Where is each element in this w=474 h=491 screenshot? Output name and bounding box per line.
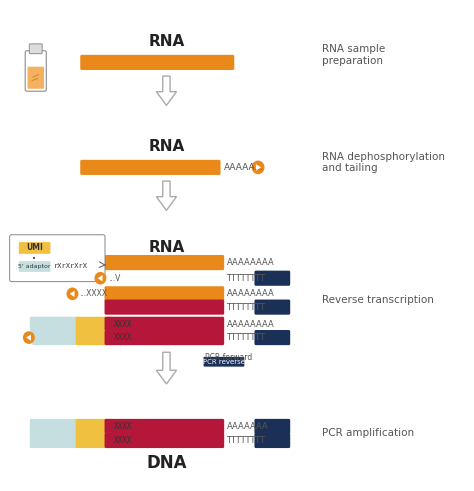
Text: RNA: RNA <box>148 241 184 255</box>
Text: PCR forward: PCR forward <box>205 353 253 362</box>
FancyBboxPatch shape <box>76 433 113 448</box>
Text: XXXX: XXXX <box>114 333 132 342</box>
Text: 5' adaptor: 5' adaptor <box>18 264 51 269</box>
FancyBboxPatch shape <box>203 357 245 367</box>
Text: XXXX: XXXX <box>114 436 132 445</box>
Circle shape <box>252 161 264 174</box>
FancyBboxPatch shape <box>105 419 224 434</box>
Circle shape <box>23 331 35 344</box>
Polygon shape <box>70 291 74 297</box>
Polygon shape <box>156 352 176 384</box>
Text: TTTTTTTT: TTTTTTTT <box>227 273 265 283</box>
FancyBboxPatch shape <box>255 433 290 448</box>
Text: XXXX: XXXX <box>114 422 132 431</box>
Polygon shape <box>156 76 176 106</box>
FancyBboxPatch shape <box>29 44 42 54</box>
FancyBboxPatch shape <box>105 330 224 345</box>
FancyBboxPatch shape <box>25 51 46 91</box>
FancyBboxPatch shape <box>76 330 113 345</box>
Text: TTTTTTTT: TTTTTTTT <box>227 333 265 342</box>
Text: ...XXXX: ...XXXX <box>79 289 108 299</box>
Text: DNA: DNA <box>146 454 187 472</box>
Circle shape <box>66 288 78 300</box>
FancyBboxPatch shape <box>30 433 78 448</box>
Text: RNA: RNA <box>148 34 184 50</box>
Text: AAAAAAA: AAAAAAA <box>227 422 268 431</box>
FancyBboxPatch shape <box>76 419 113 434</box>
Text: RNA dephosphorylation
and tailing: RNA dephosphorylation and tailing <box>322 152 445 173</box>
Polygon shape <box>26 334 31 341</box>
FancyBboxPatch shape <box>105 255 224 270</box>
Polygon shape <box>256 164 261 171</box>
FancyBboxPatch shape <box>255 330 290 345</box>
FancyBboxPatch shape <box>9 235 105 282</box>
Text: AAAAAAAA: AAAAAAAA <box>227 258 274 267</box>
FancyBboxPatch shape <box>255 271 290 286</box>
Circle shape <box>94 272 106 285</box>
Text: TTTTTTTT: TTTTTTTT <box>227 302 265 312</box>
Text: AAAAAAAA: AAAAAAAA <box>227 289 274 299</box>
Text: RNA: RNA <box>148 139 184 154</box>
Text: PCR amplification: PCR amplification <box>322 429 414 438</box>
FancyBboxPatch shape <box>255 419 290 434</box>
FancyBboxPatch shape <box>105 286 224 301</box>
FancyBboxPatch shape <box>19 242 50 254</box>
Text: Reverse transcription: Reverse transcription <box>322 296 434 305</box>
FancyBboxPatch shape <box>105 433 224 448</box>
Polygon shape <box>156 181 176 210</box>
FancyBboxPatch shape <box>27 67 44 89</box>
FancyBboxPatch shape <box>19 261 50 272</box>
FancyBboxPatch shape <box>30 419 78 434</box>
Polygon shape <box>98 275 102 281</box>
FancyBboxPatch shape <box>80 160 220 175</box>
FancyBboxPatch shape <box>105 317 224 332</box>
Text: AAAAA...: AAAAA... <box>224 163 264 172</box>
Text: AAAAAAAA: AAAAAAAA <box>227 320 274 329</box>
FancyBboxPatch shape <box>76 317 113 332</box>
FancyBboxPatch shape <box>105 300 224 315</box>
FancyBboxPatch shape <box>30 317 78 332</box>
FancyBboxPatch shape <box>80 55 234 70</box>
Text: UMI: UMI <box>26 244 43 252</box>
Text: rXrXrXrX: rXrXrXrX <box>54 264 88 270</box>
Text: TTTTTTTT: TTTTTTTT <box>227 436 265 445</box>
FancyBboxPatch shape <box>32 330 76 345</box>
Text: •: • <box>32 256 36 262</box>
Text: XXXX: XXXX <box>114 320 132 329</box>
FancyBboxPatch shape <box>255 300 290 315</box>
Text: ...V: ...V <box>108 273 120 283</box>
Text: PCR reverse: PCR reverse <box>203 359 245 365</box>
Text: RNA sample
preparation: RNA sample preparation <box>322 44 385 66</box>
